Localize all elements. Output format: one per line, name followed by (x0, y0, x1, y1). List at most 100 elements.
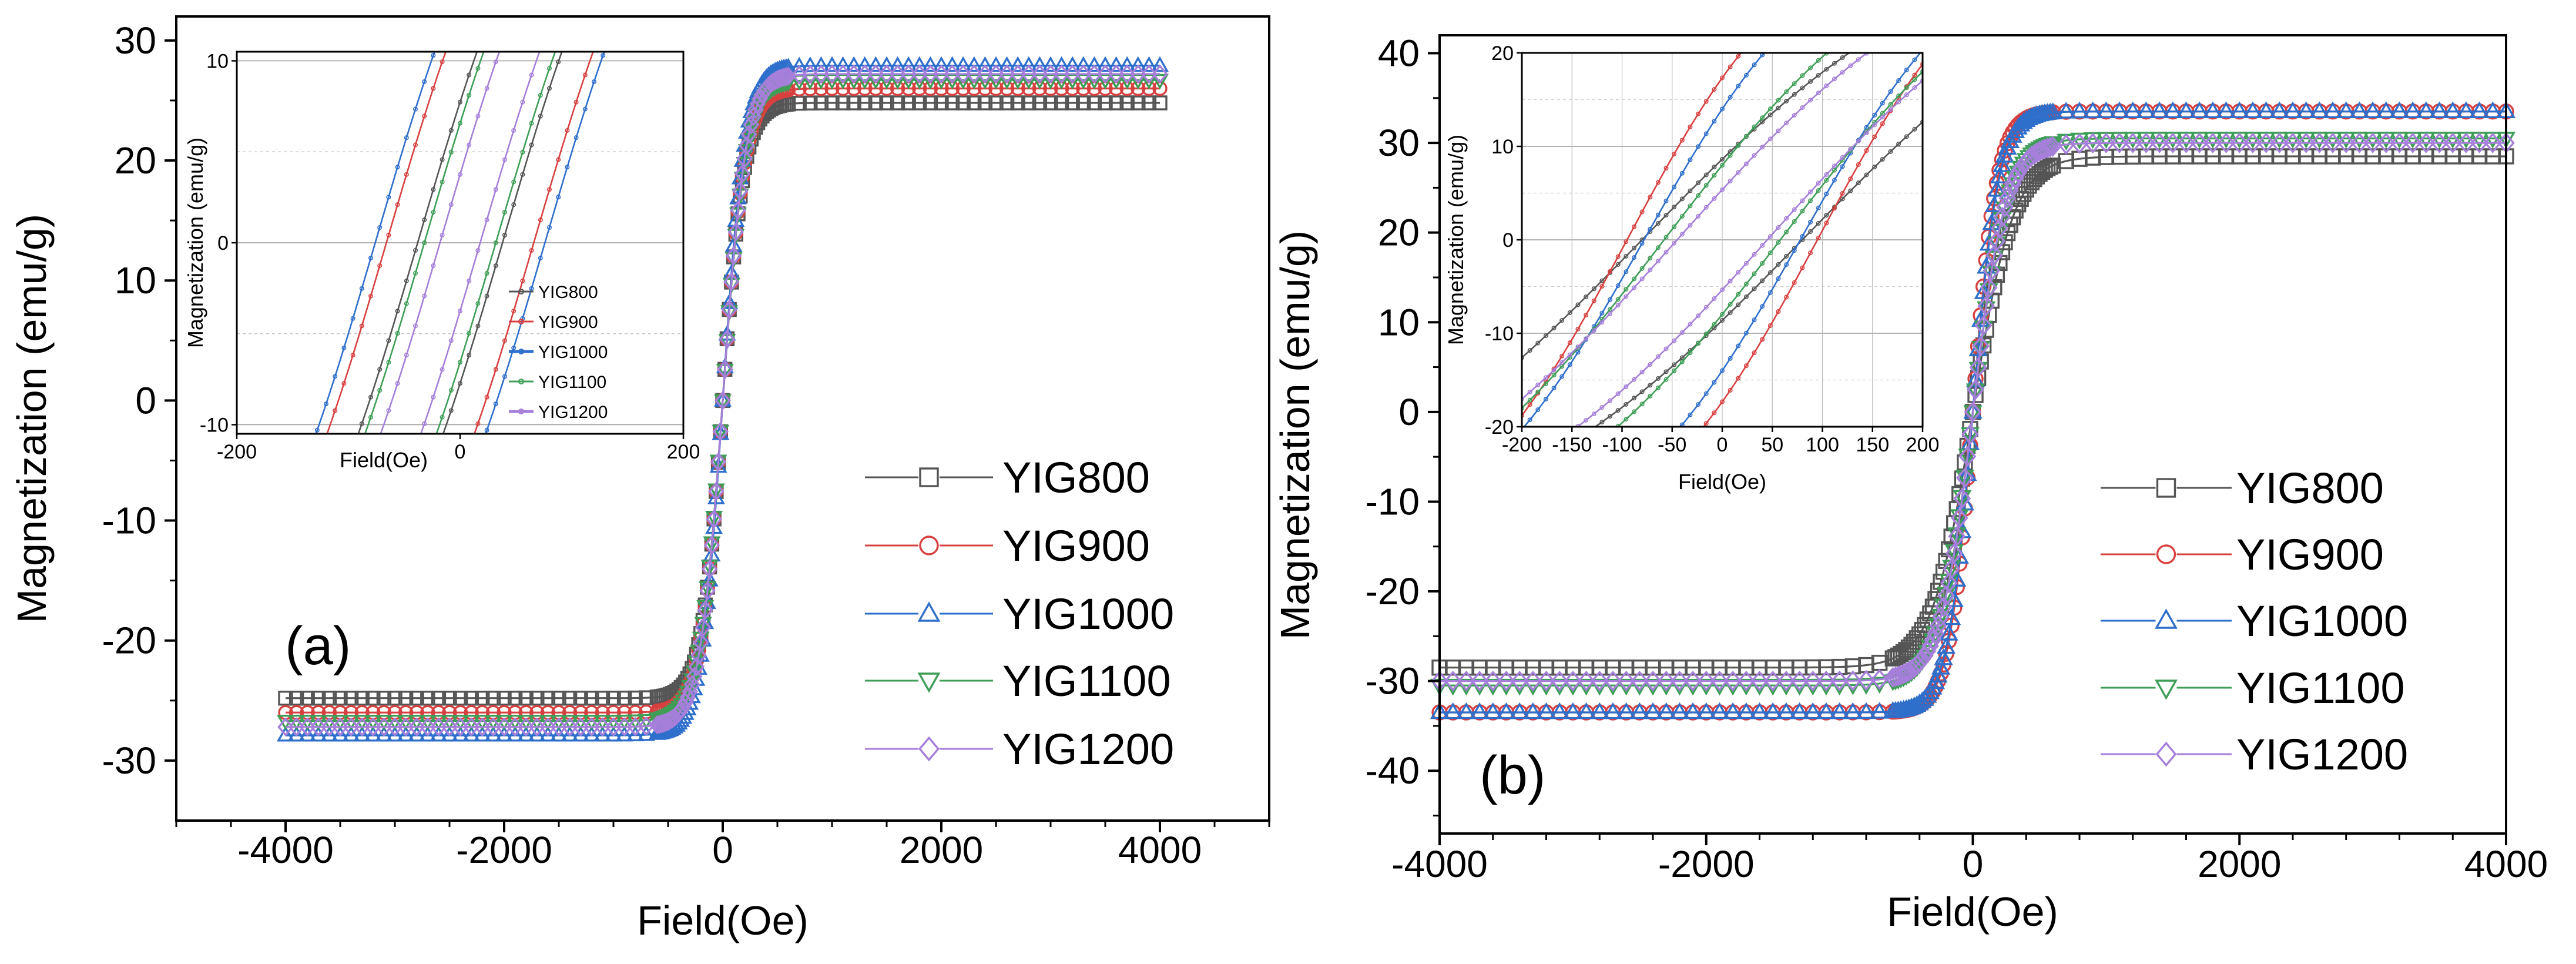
panel-a-marker-yig1200 (1021, 64, 1037, 84)
inset-b-point-yig1000 (1736, 83, 1741, 89)
inset-a-point-yig1200 (467, 142, 472, 148)
inset-a-point-yig1100 (467, 93, 472, 98)
panel-b-marker-yig1000 (2296, 101, 2316, 118)
panel-a-marker-yig1200 (857, 64, 873, 84)
inset-b-point-yig1200 (1752, 252, 1757, 257)
inset-b-point-yig800 (1696, 180, 1701, 186)
inset-b-point-yig1200 (1728, 279, 1733, 284)
panel-a-marker-yig800 (595, 691, 611, 706)
panel-b-marker-yig1200 (1844, 670, 1862, 691)
panel-a-marker-yig1000 (408, 725, 426, 742)
inset-b-point-yig800 (1792, 92, 1797, 97)
panel-a-marker-yig1200 (288, 717, 305, 737)
inset-b-point-yig1000 (1760, 304, 1765, 309)
panel-b-marker-yig1200 (1804, 670, 1822, 692)
inset-b-point-yig1200 (1575, 344, 1581, 349)
inset-b-point-yig1100 (1728, 153, 1733, 158)
inset-b-point-yig1000 (1752, 62, 1757, 68)
inset-b-point-yig1200 (1624, 294, 1629, 299)
inset-b-point-yig1100 (1752, 124, 1757, 129)
inset-b-point-yig800 (1631, 245, 1636, 250)
panel-b-marker-yig1000 (2336, 101, 2356, 118)
panel-b-ytick-label: -30 (1366, 660, 1420, 702)
panel-b-legend-symbol-yig1000 (2155, 608, 2178, 629)
inset-a-point-yig1100 (457, 120, 462, 126)
panel-a-legend-symbol-yig900 (919, 535, 939, 555)
panel-a-marker-yig800 (944, 95, 960, 111)
inset-b-point-yig800 (1824, 213, 1829, 218)
panel-b-marker-yig1000 (2243, 101, 2263, 118)
panel-b-marker-yig1200 (2097, 132, 2115, 153)
inset-b-point-yig1100 (1639, 266, 1645, 271)
inset-b-point-yig1100 (1792, 81, 1797, 86)
inset-b-point-yig900 (1736, 53, 1741, 59)
inset-b-point-yig1200 (1696, 214, 1701, 219)
inset-b-point-yig1000 (1648, 226, 1653, 232)
inset-b-point-yig1200 (1920, 78, 1923, 83)
panel-b-marker-yig1000 (2443, 101, 2463, 118)
inset-b-point-yig1100 (1776, 98, 1781, 103)
panel-a-marker-yig1200 (551, 717, 567, 737)
panel-b-legend-label-yig1000: YIG1000 (2236, 597, 2408, 645)
panel-a-marker-yig1000 (462, 725, 481, 742)
panel-a-marker-yig1200 (1009, 64, 1026, 84)
inset-b-point-yig900 (1712, 87, 1717, 92)
inset-b-point-yig1000 (1840, 164, 1845, 169)
inset-b-point-yig800 (1720, 156, 1725, 162)
inset-b-point-yig900 (1655, 180, 1661, 185)
inset-a-point-yig900 (556, 157, 561, 162)
panel-b-marker-yig1000 (1656, 702, 1676, 719)
panel-a-marker-yig1000 (309, 725, 327, 742)
inset-b-point-yig900 (1864, 148, 1869, 153)
panel-b-marker-yig1000 (1843, 702, 1863, 719)
panel-b-marker-yig1200 (2007, 167, 2024, 189)
inset-b-point-yig1200 (1631, 377, 1636, 382)
inset-b-point-yig900 (1912, 72, 1917, 78)
inset-b-point-yig1200 (1896, 99, 1901, 105)
panel-a-marker-yig1000 (473, 725, 491, 742)
inset-b-point-yig1100 (1679, 359, 1685, 364)
panel-b-marker-yig1000 (1856, 702, 1876, 719)
panel-b-marker-yig1200 (1916, 645, 1934, 666)
inset-b-point-yig1000 (1728, 95, 1733, 100)
panel-a-marker-yig800 (354, 691, 370, 706)
inset-b-point-yig1200 (1608, 398, 1613, 403)
inset-a-point-yig800 (457, 381, 462, 386)
inset-a-point-yig1000 (565, 165, 570, 170)
inset-a-point-yig1100 (386, 360, 391, 365)
panel-a-ytick-label: 0 (135, 379, 156, 421)
panel-a-ytick-label: 30 (115, 19, 156, 62)
panel-b-marker-yig1200 (1764, 670, 1782, 692)
inset-a-point-yig1000 (529, 286, 534, 291)
panel-a-marker-yig1200 (966, 64, 982, 84)
panel-b-marker-yig1200 (1684, 670, 1702, 692)
inset-b-point-yig1100 (1655, 385, 1661, 390)
inset-b-point-yig900 (1584, 313, 1589, 318)
panel-a-marker-yig800 (857, 95, 873, 111)
panel-a-marker-yig1000 (615, 725, 633, 742)
panel-a-marker-yig800 (912, 95, 927, 111)
inset-b-point-yig1100 (1760, 260, 1765, 266)
panel-a-legend-marker-bg (918, 535, 940, 556)
panel-a-marker-yig1200 (1053, 64, 1070, 84)
inset-a-legend-label-yig1000: YIG1000 (538, 343, 608, 362)
inset-a-point-yig900 (493, 367, 498, 372)
panel-b-marker-yig1200 (1897, 662, 1915, 684)
panel-a-marker-yig800 (835, 95, 851, 111)
panel-a-marker-yig1200 (365, 717, 381, 737)
inset-a-legend-symbol-yig1100 (518, 379, 524, 384)
panel-b-legend-label-yig900: YIG900 (2236, 530, 2384, 579)
inset-a-point-yig1200 (448, 338, 454, 343)
inset-a-point-yig800 (529, 142, 534, 148)
panel-a-marker-yig1200 (1119, 64, 1135, 84)
panel-a-marker-yig1000 (856, 56, 874, 72)
panel-a-marker-yig1200 (723, 272, 740, 292)
inset-b-point-yig800 (1624, 253, 1629, 259)
panel-b-marker-yig1000 (1537, 702, 1556, 719)
inset-b-point-yig1200 (1864, 130, 1869, 136)
panel-a-xtick-label: 2000 (900, 829, 983, 871)
inset-b-point-yig1200 (1776, 128, 1781, 133)
inset-a-point-yig1100 (412, 270, 418, 276)
inset-b-point-yig1200 (1663, 346, 1669, 352)
panel-a-label: (a) (285, 616, 351, 676)
